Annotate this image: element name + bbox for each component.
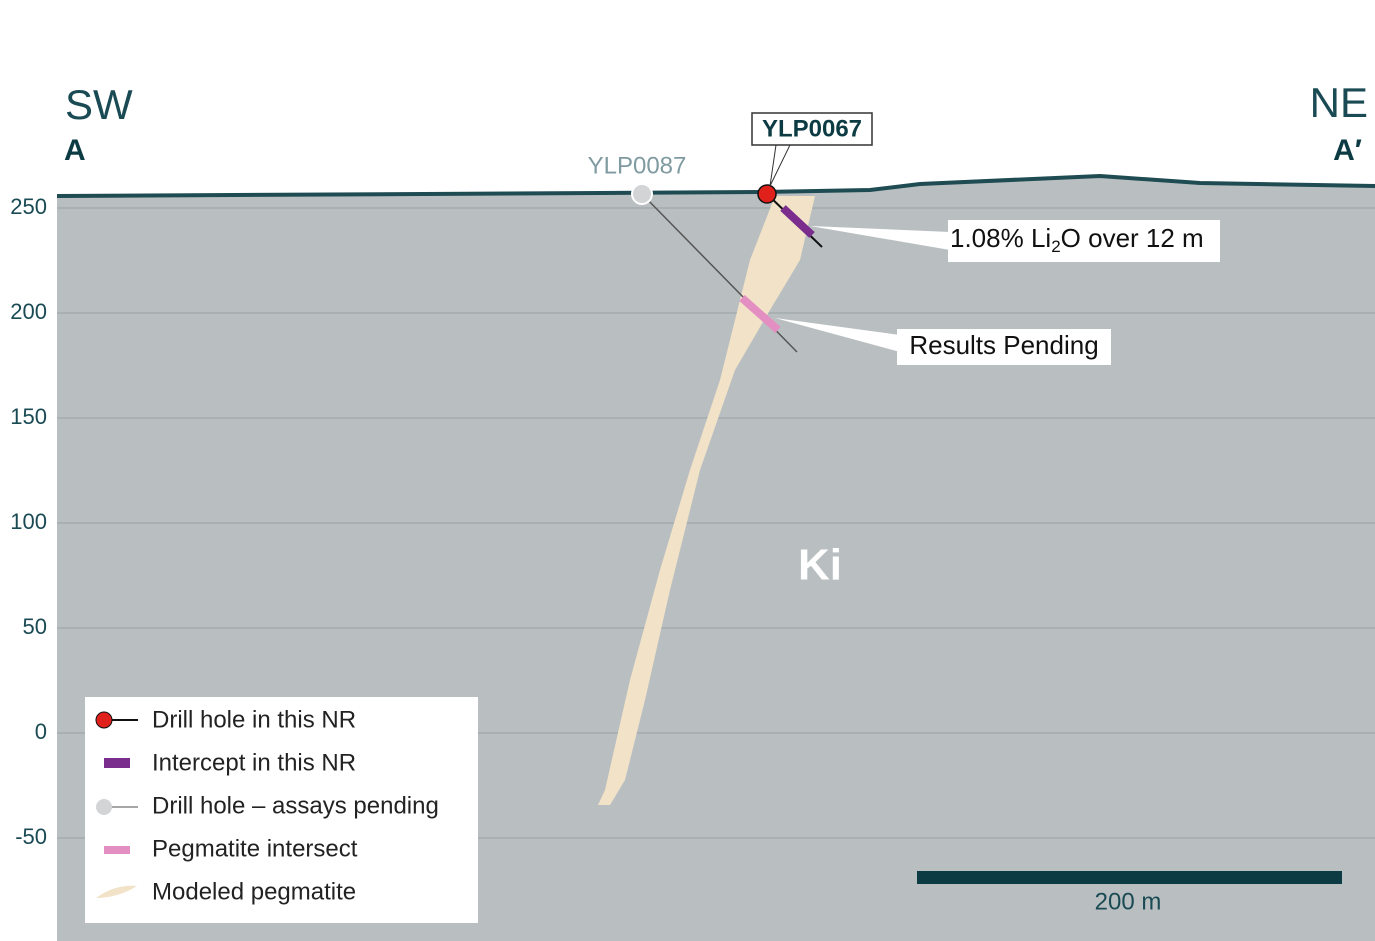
section-label: A xyxy=(64,134,86,167)
scale-bar xyxy=(917,871,1342,884)
callout-text: 1.08% Li xyxy=(950,223,1051,253)
label-box xyxy=(897,329,1111,365)
legend-text: Modeled pegmatite xyxy=(152,878,356,905)
pegmatite-intersect xyxy=(739,295,781,333)
callout-text: O over 12 m xyxy=(1061,223,1204,253)
pegmatite-body xyxy=(598,196,815,805)
legend-symbol xyxy=(96,885,137,898)
label-box xyxy=(948,220,1220,262)
y-tick-label: 50 xyxy=(23,614,47,639)
y-tick-label: -50 xyxy=(15,824,47,849)
drill-collar xyxy=(631,183,653,205)
legend xyxy=(85,697,478,923)
leader xyxy=(810,226,950,250)
direction-label: SW xyxy=(65,81,133,128)
y-tick-label: 200 xyxy=(10,299,47,324)
hole-label: YLP0067 xyxy=(762,115,862,142)
legend-symbol xyxy=(104,758,130,768)
leader xyxy=(775,318,900,352)
unit-label: Ki xyxy=(798,541,842,590)
legend-text: Intercept in this NR xyxy=(152,749,356,776)
direction-label: NE xyxy=(1310,79,1368,126)
legend-text: Drill hole – assays pending xyxy=(152,792,439,819)
section-label: A′ xyxy=(1333,134,1362,167)
callout: 1.08% Li2O over 12 m xyxy=(950,223,1204,257)
scale-label: 200 m xyxy=(1095,888,1162,915)
y-tick-label: 150 xyxy=(10,404,47,429)
legend-symbol xyxy=(104,846,130,854)
legend-symbol xyxy=(96,799,112,815)
drill-collar xyxy=(757,184,777,204)
pointer xyxy=(769,144,791,187)
label-box xyxy=(751,112,873,146)
hole-label: YLP0087 xyxy=(588,152,687,179)
callout-subscript: 2 xyxy=(1051,237,1060,256)
legend-text: Pegmatite intersect xyxy=(152,835,358,862)
y-tick-label: 0 xyxy=(35,719,47,744)
y-tick-label: 100 xyxy=(10,509,47,534)
callout: Results Pending xyxy=(909,330,1098,360)
intercept xyxy=(780,205,815,238)
ground-surface xyxy=(56,173,1375,198)
y-tick-label: 250 xyxy=(10,194,47,219)
legend-symbol xyxy=(95,711,113,729)
legend-text: Drill hole in this NR xyxy=(152,706,356,733)
